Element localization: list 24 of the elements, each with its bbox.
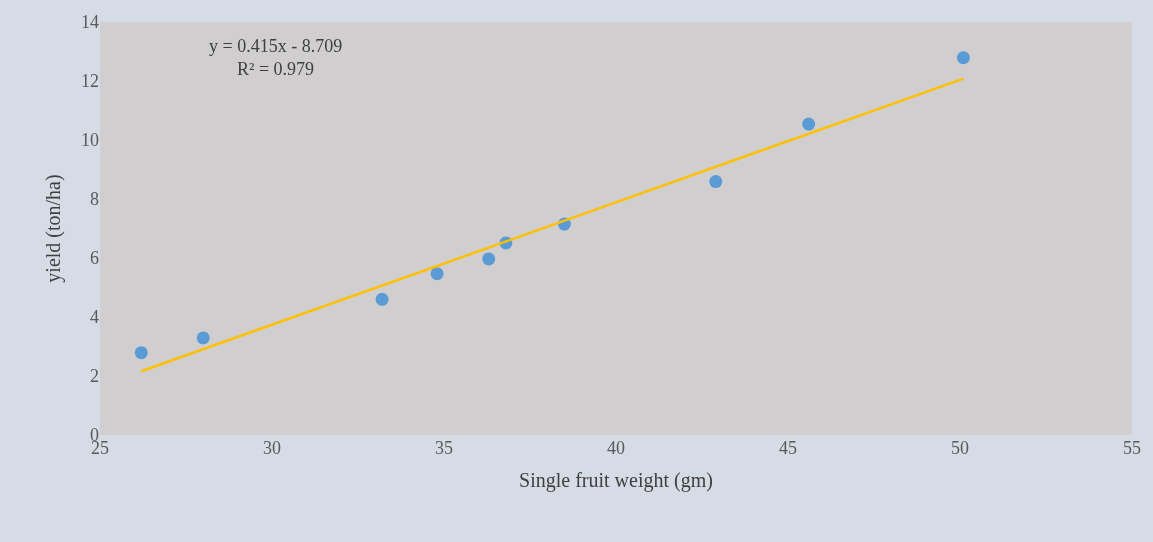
x-tick-label: 50 — [951, 438, 969, 458]
point — [802, 117, 816, 131]
x-tick-label: 35 — [435, 438, 453, 458]
annotation: y = 0.415x - 8.709 R² = 0.979 — [209, 36, 343, 80]
y-tick-label: 12 — [81, 71, 99, 92]
y-tick-label: 8 — [90, 189, 99, 210]
x-tick-label: 40 — [607, 438, 625, 458]
point — [430, 267, 444, 281]
point — [482, 252, 496, 266]
point — [956, 51, 970, 65]
point — [709, 175, 723, 189]
point — [196, 331, 210, 345]
x-tick-label: 30 — [263, 438, 281, 458]
point — [375, 292, 389, 306]
y-tick-label: 6 — [90, 248, 99, 269]
x-tick-label: 55 — [1123, 438, 1141, 458]
y-tick-label: 10 — [81, 130, 99, 151]
y-tick-label: 2 — [90, 366, 99, 387]
y-tick-label: 4 — [90, 307, 99, 328]
y-tick-label: 14 — [81, 12, 99, 33]
point — [134, 346, 148, 360]
x-axis-title: Single fruit weight (gm) — [519, 468, 713, 492]
x-tick-label: 45 — [779, 438, 797, 458]
y-axis-title: yield (ton/ha) — [41, 174, 65, 283]
